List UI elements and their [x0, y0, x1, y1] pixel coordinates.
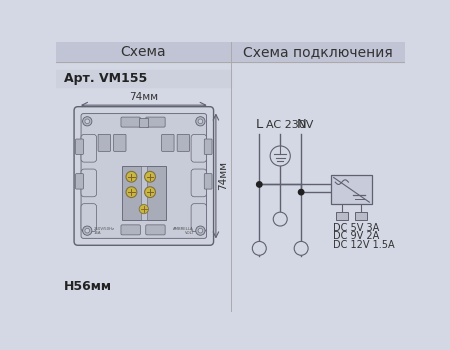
Text: Type A: Type A: [187, 135, 202, 150]
FancyBboxPatch shape: [81, 204, 97, 231]
FancyBboxPatch shape: [191, 204, 207, 231]
Circle shape: [126, 172, 137, 182]
Circle shape: [198, 119, 203, 124]
FancyBboxPatch shape: [146, 117, 165, 127]
FancyBboxPatch shape: [204, 174, 212, 189]
FancyBboxPatch shape: [191, 169, 207, 197]
FancyBboxPatch shape: [76, 174, 83, 189]
FancyBboxPatch shape: [81, 114, 207, 238]
Circle shape: [83, 226, 92, 235]
Text: 74мм: 74мм: [129, 92, 158, 102]
Bar: [56, 42, 405, 62]
Circle shape: [196, 117, 205, 126]
FancyBboxPatch shape: [121, 225, 140, 235]
Text: DC 12V 1.5A: DC 12V 1.5A: [333, 240, 395, 250]
Circle shape: [144, 172, 155, 182]
FancyBboxPatch shape: [81, 169, 97, 197]
Text: DC 9V 2A: DC 9V 2A: [333, 231, 379, 242]
FancyBboxPatch shape: [191, 134, 207, 162]
Circle shape: [85, 119, 90, 124]
Text: Арт. VM155: Арт. VM155: [64, 72, 147, 85]
Text: Схема: Схема: [120, 45, 166, 59]
Text: 74мм: 74мм: [218, 161, 228, 190]
Text: DC 5V 3A: DC 5V 3A: [333, 223, 379, 233]
Circle shape: [139, 204, 149, 214]
Text: 250V/50Hz
16A: 250V/50Hz 16A: [94, 227, 114, 235]
FancyBboxPatch shape: [121, 117, 140, 127]
FancyBboxPatch shape: [98, 134, 111, 151]
FancyBboxPatch shape: [76, 139, 83, 154]
Text: AMBRELLA
VOLT: AMBRELLA VOLT: [173, 227, 194, 235]
FancyBboxPatch shape: [177, 134, 189, 151]
Circle shape: [85, 228, 90, 233]
Circle shape: [252, 241, 266, 255]
Circle shape: [144, 187, 155, 197]
Circle shape: [83, 117, 92, 126]
Bar: [331, 175, 372, 204]
Text: N: N: [296, 118, 306, 131]
Circle shape: [196, 226, 205, 235]
Bar: [141, 166, 147, 220]
Circle shape: [273, 212, 287, 226]
FancyBboxPatch shape: [81, 134, 97, 162]
FancyBboxPatch shape: [162, 134, 174, 151]
Circle shape: [294, 241, 308, 255]
Text: L: L: [256, 118, 263, 131]
Circle shape: [298, 189, 304, 195]
FancyBboxPatch shape: [113, 134, 126, 151]
Text: Схема подключения: Схема подключения: [243, 45, 392, 59]
Circle shape: [270, 146, 290, 166]
Text: Type A: Type A: [107, 135, 122, 150]
FancyBboxPatch shape: [204, 139, 212, 154]
Bar: [139, 118, 149, 127]
Bar: [355, 212, 367, 220]
FancyBboxPatch shape: [146, 225, 165, 235]
Bar: [56, 70, 230, 87]
Circle shape: [126, 187, 137, 197]
Bar: [336, 212, 348, 220]
Bar: [122, 166, 166, 220]
Circle shape: [256, 182, 262, 187]
Text: AC 230V: AC 230V: [266, 120, 313, 130]
Text: Н56мм: Н56мм: [64, 280, 112, 293]
Circle shape: [198, 228, 203, 233]
FancyBboxPatch shape: [74, 107, 214, 245]
